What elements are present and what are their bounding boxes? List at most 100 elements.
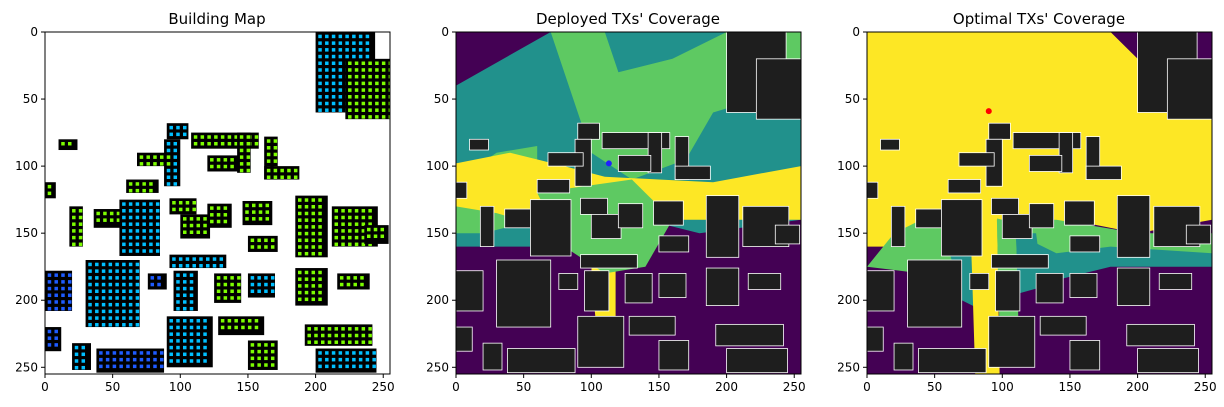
window bbox=[321, 327, 325, 331]
window bbox=[176, 125, 180, 130]
window bbox=[338, 41, 343, 45]
building bbox=[45, 270, 73, 311]
window bbox=[189, 280, 194, 284]
window bbox=[331, 108, 336, 112]
window bbox=[361, 333, 366, 338]
building bbox=[941, 199, 983, 257]
window bbox=[311, 245, 316, 249]
window bbox=[108, 316, 113, 320]
window bbox=[318, 245, 322, 249]
window bbox=[388, 61, 390, 66]
window bbox=[361, 115, 366, 119]
window bbox=[119, 364, 123, 369]
window bbox=[318, 41, 322, 45]
window bbox=[273, 159, 278, 163]
window bbox=[348, 61, 352, 66]
window bbox=[95, 276, 99, 280]
window bbox=[128, 296, 133, 300]
window bbox=[122, 269, 126, 273]
window bbox=[264, 238, 268, 243]
window bbox=[101, 289, 106, 294]
window bbox=[264, 276, 268, 280]
window bbox=[146, 357, 150, 362]
window bbox=[223, 213, 228, 217]
x-tick-label: 250 bbox=[783, 380, 806, 394]
window bbox=[334, 242, 339, 247]
window bbox=[203, 345, 207, 350]
window bbox=[327, 333, 332, 338]
window bbox=[169, 352, 173, 357]
window bbox=[95, 296, 99, 300]
window bbox=[189, 230, 194, 234]
window bbox=[216, 164, 221, 169]
window bbox=[216, 282, 221, 287]
window bbox=[155, 235, 160, 240]
window bbox=[122, 276, 126, 280]
building bbox=[1069, 273, 1098, 298]
building bbox=[207, 155, 240, 172]
window bbox=[247, 325, 252, 330]
window bbox=[354, 209, 359, 213]
window bbox=[166, 175, 171, 180]
window bbox=[135, 316, 140, 320]
window bbox=[318, 238, 322, 243]
building bbox=[867, 181, 879, 199]
x-tick-label: 0 bbox=[452, 380, 460, 394]
window bbox=[334, 209, 339, 213]
window bbox=[219, 264, 224, 268]
window bbox=[105, 351, 110, 355]
window bbox=[298, 225, 302, 229]
window bbox=[216, 296, 221, 300]
window bbox=[265, 217, 270, 221]
window bbox=[334, 333, 339, 338]
window bbox=[101, 309, 106, 314]
building bbox=[890, 205, 906, 247]
window bbox=[331, 41, 336, 45]
window bbox=[257, 282, 261, 287]
window bbox=[381, 74, 386, 79]
window bbox=[345, 41, 349, 45]
window bbox=[368, 101, 372, 106]
window bbox=[210, 213, 214, 217]
window bbox=[331, 101, 336, 106]
window bbox=[216, 289, 221, 294]
window bbox=[321, 333, 325, 338]
window bbox=[227, 325, 232, 330]
window bbox=[135, 269, 140, 273]
window bbox=[361, 235, 366, 240]
window bbox=[88, 309, 92, 314]
building bbox=[907, 259, 963, 328]
window bbox=[345, 364, 349, 369]
window bbox=[128, 269, 133, 273]
window bbox=[361, 95, 366, 99]
window bbox=[257, 238, 261, 243]
window bbox=[200, 135, 205, 139]
window bbox=[327, 327, 332, 331]
window bbox=[354, 229, 359, 233]
window bbox=[380, 227, 385, 232]
window bbox=[365, 357, 370, 362]
window bbox=[128, 229, 133, 233]
window bbox=[149, 235, 153, 240]
building bbox=[530, 199, 572, 257]
window bbox=[160, 364, 164, 369]
window bbox=[142, 202, 146, 206]
window bbox=[358, 364, 363, 369]
window bbox=[375, 74, 379, 79]
window bbox=[252, 210, 256, 214]
building bbox=[647, 132, 663, 174]
window bbox=[318, 54, 322, 59]
window bbox=[72, 209, 76, 213]
window bbox=[128, 323, 133, 327]
window bbox=[214, 141, 218, 146]
window bbox=[304, 231, 309, 236]
window bbox=[388, 88, 390, 92]
window bbox=[380, 234, 385, 239]
window bbox=[108, 289, 113, 294]
window bbox=[128, 262, 133, 267]
window bbox=[339, 282, 344, 287]
window bbox=[252, 217, 256, 221]
window bbox=[354, 68, 359, 72]
window bbox=[246, 168, 251, 173]
window bbox=[150, 276, 155, 280]
